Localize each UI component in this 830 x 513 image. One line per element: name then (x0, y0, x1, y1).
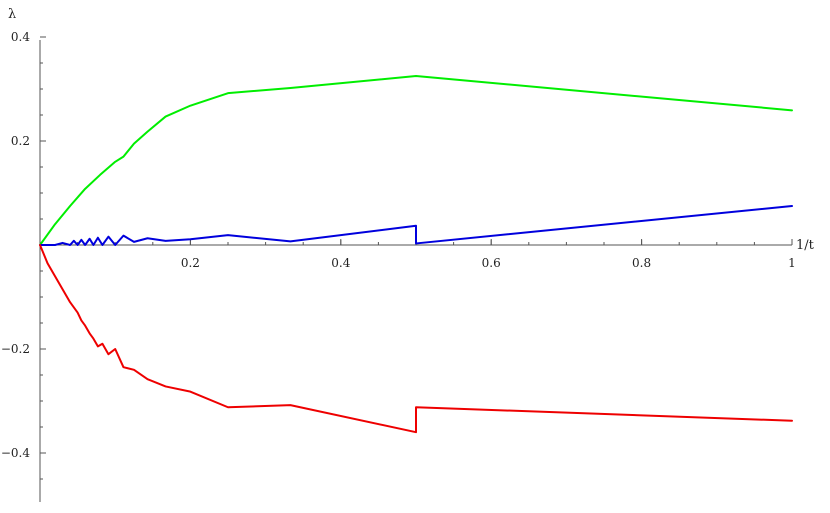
y-tick-label: −0.4 (1, 446, 31, 460)
series-layer (39, 75, 793, 434)
y-axis-label: λ (8, 7, 16, 22)
axis-labels: λ 1/t (8, 7, 815, 253)
y-tick-label: 0.4 (11, 30, 30, 44)
y-tick-label: −0.2 (1, 342, 30, 356)
axes: 0.2 0.4 0.6 0.8 1 0.4 0.2 −0.2 −0.4 (1, 30, 796, 502)
series-line-1 (39, 75, 793, 246)
x-tick-label: 0.6 (482, 256, 501, 270)
x-tick-label: 1 (788, 256, 796, 270)
x-tick-label: 0.4 (331, 256, 350, 270)
x-axis-label: 1/t (796, 238, 815, 253)
x-tick-label: 0.2 (181, 256, 200, 270)
series-line-3 (39, 244, 793, 434)
series-line-2 (39, 205, 793, 246)
x-tick-label: 0.8 (632, 256, 651, 270)
y-tick-label: 0.2 (11, 134, 30, 148)
